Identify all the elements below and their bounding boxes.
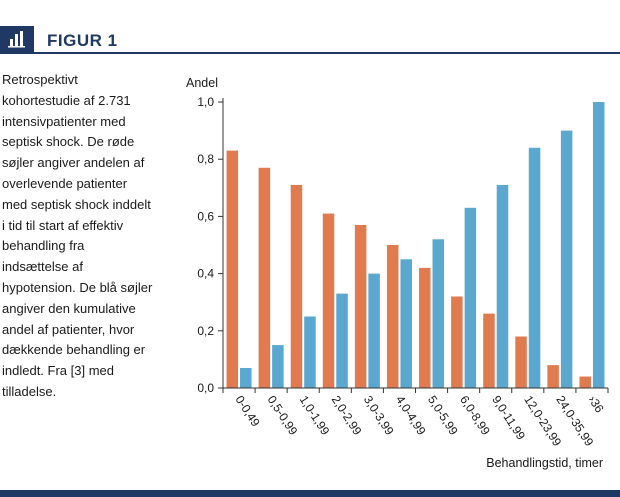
bar-survival-11 <box>579 376 591 388</box>
bar-cumulative-4 <box>368 273 380 388</box>
bar-survival-9 <box>515 336 527 388</box>
bar-cumulative-9 <box>528 147 541 388</box>
bar-survival-4 <box>354 224 367 388</box>
header-divider <box>0 52 620 54</box>
x-tick-label: 0,5-0,99 <box>265 393 301 438</box>
y-axis-label: Andel <box>186 76 218 90</box>
bar-survival-10 <box>547 365 559 388</box>
bar-survival-0 <box>226 150 239 388</box>
bar-cumulative-10 <box>560 130 573 388</box>
bar-survival-1 <box>258 167 271 388</box>
x-tick-label: 5,0-5,99 <box>425 393 461 438</box>
x-tick-label: ›36 <box>585 393 606 415</box>
y-tick-label: 0,8 <box>197 152 214 166</box>
bar-cumulative-0 <box>240 367 252 388</box>
y-tick-label: 1,0 <box>197 95 214 109</box>
bar-survival-6 <box>419 267 431 388</box>
x-tick-label: 4,0-4,99 <box>393 393 429 438</box>
x-axis-label: Behandlingstid, timer <box>486 456 603 470</box>
bar-cumulative-2 <box>304 316 316 388</box>
x-tick-label: 6,0-8,99 <box>457 393 493 438</box>
bar-cumulative-5 <box>400 259 412 388</box>
bar-survival-2 <box>290 184 303 388</box>
x-tick-label: 3,0-3,99 <box>361 393 397 438</box>
bar-cumulative-3 <box>336 293 348 388</box>
x-tick-label: 1,0-1,99 <box>297 393 333 438</box>
bar-chart-icon <box>0 26 34 52</box>
y-tick-label: 0,6 <box>197 209 214 223</box>
figure-caption: Retrospektivt kohortestudie af 2.731 int… <box>2 72 153 399</box>
bar-survival-3 <box>322 213 335 388</box>
bottom-divider <box>0 490 620 497</box>
bar-cumulative-6 <box>432 239 445 388</box>
bar-cumulative-11 <box>592 102 605 388</box>
bar-chart-icon-graphic <box>8 31 25 48</box>
x-tick-label: 2,0-2,99 <box>329 393 365 438</box>
y-tick-label: 0,4 <box>197 267 214 281</box>
figure-header: FIGUR 1 <box>0 0 620 54</box>
y-tick-label: 0,0 <box>197 381 214 395</box>
bar-survival-7 <box>451 296 463 388</box>
bar-cumulative-1 <box>272 345 284 388</box>
figure-label: FIGUR 1 <box>47 31 118 50</box>
bar-group <box>226 102 605 388</box>
y-tick-label: 0,2 <box>197 324 214 338</box>
bar-cumulative-8 <box>496 184 509 388</box>
x-tick-label: 0-0,49 <box>233 393 263 429</box>
bar-cumulative-7 <box>464 207 477 388</box>
bar-survival-5 <box>386 245 399 388</box>
bar-survival-8 <box>483 313 495 388</box>
